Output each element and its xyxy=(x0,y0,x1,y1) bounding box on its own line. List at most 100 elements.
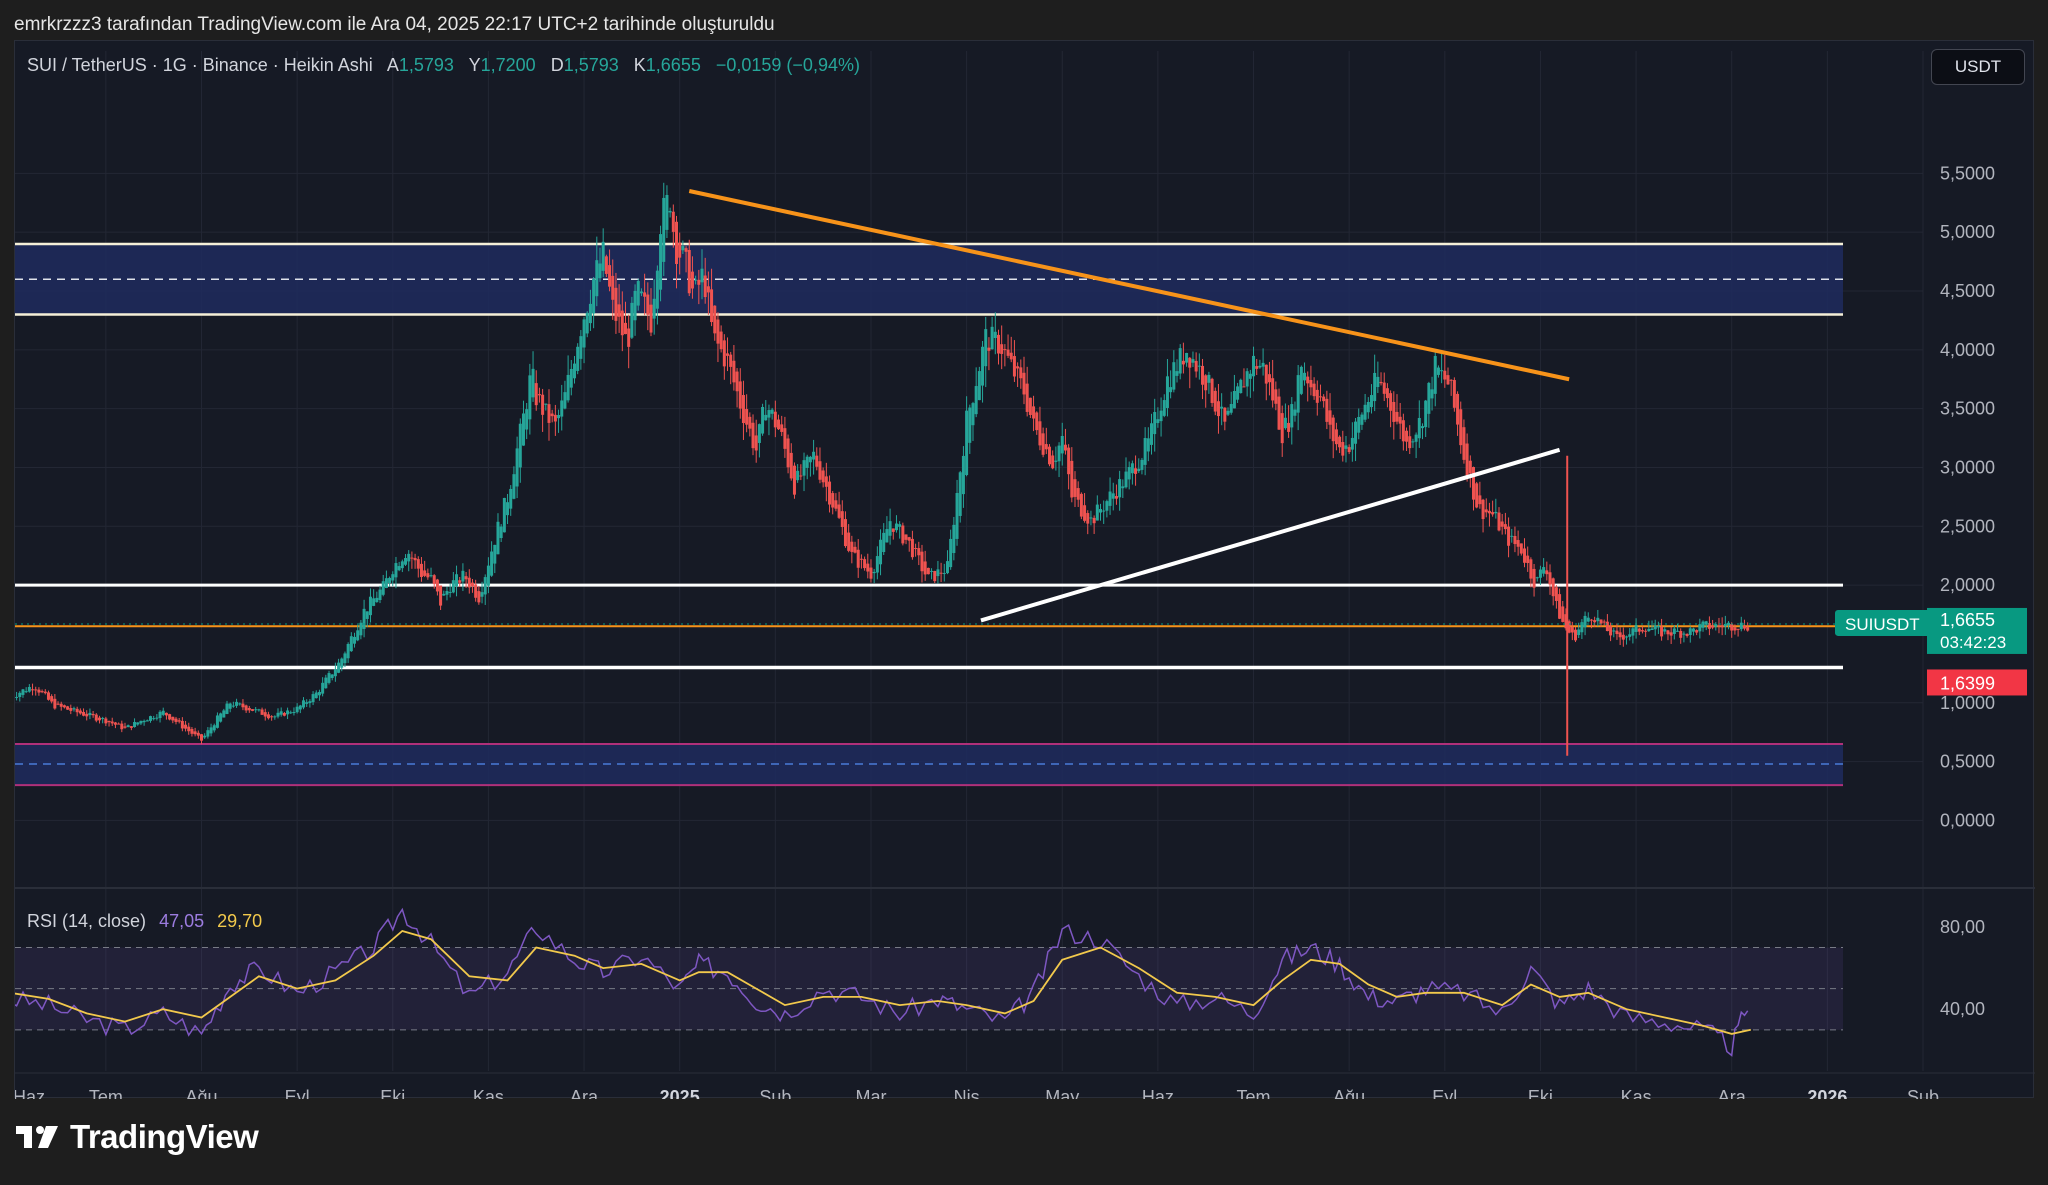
open-value: 1,5793 xyxy=(398,55,454,75)
candle-body xyxy=(1095,504,1099,521)
candle-body xyxy=(381,581,385,595)
candle-body xyxy=(799,475,803,477)
candle-body xyxy=(949,538,953,568)
candle-body xyxy=(1044,444,1048,450)
currency-button[interactable]: USDT xyxy=(1931,49,2025,85)
y-tick-label: 3,5000 xyxy=(1940,399,1995,419)
candle-body xyxy=(1449,379,1453,381)
candle-body xyxy=(1532,568,1536,588)
candle-body xyxy=(1172,362,1176,390)
candle-body xyxy=(1615,630,1619,635)
x-tick-label: Ağu xyxy=(1333,1087,1365,1099)
candle-body xyxy=(617,304,621,317)
candle-body xyxy=(1682,633,1686,635)
candle-body xyxy=(1625,636,1629,638)
candle-body xyxy=(289,712,293,714)
candle-body xyxy=(1558,594,1562,619)
symbol-tag[interactable] xyxy=(1835,609,1931,636)
candle-body xyxy=(384,578,388,588)
candle-body xyxy=(1599,619,1603,624)
candle-body xyxy=(40,691,44,693)
candle-body xyxy=(435,579,439,592)
candle-body xyxy=(537,394,541,396)
candle-body xyxy=(891,528,895,532)
candle-body xyxy=(1405,430,1409,442)
close-value: 1,6655 xyxy=(645,55,701,75)
rsi-value: 47,05 xyxy=(159,911,205,931)
candle-body xyxy=(1267,374,1271,383)
candle-body xyxy=(203,735,207,738)
candle-body xyxy=(684,248,688,252)
rsi-tick-label: 40,00 xyxy=(1940,999,1985,1019)
candle-body xyxy=(981,346,985,386)
candle-body xyxy=(831,493,835,508)
x-tick-label: 2025 xyxy=(660,1087,700,1099)
low-price-tag[interactable] xyxy=(1927,669,2027,696)
candle-body xyxy=(1204,375,1208,391)
candle-body xyxy=(330,674,334,678)
candle-body xyxy=(1159,410,1163,422)
tradingview-logo[interactable]: TradingView xyxy=(16,1118,259,1156)
candle-body xyxy=(1354,421,1358,444)
candle-body xyxy=(623,322,627,335)
y-tick-label: 1,0000 xyxy=(1940,693,1995,713)
last-price-tag[interactable] xyxy=(1927,607,2027,654)
candle-body xyxy=(818,461,822,480)
candle-body xyxy=(840,511,844,527)
candle-body xyxy=(142,720,146,723)
chart-frame[interactable]: 5,5000 5,0000 4,5000 4,0000 3,5000 3,0000 2,50… xyxy=(14,40,2035,1099)
low-value: 1,5793 xyxy=(563,55,619,75)
candle-body xyxy=(1242,386,1246,388)
symbol-title[interactable]: SUI / TetherUS · 1G · Binance · Heikin A… xyxy=(27,55,373,75)
candle-body xyxy=(1656,626,1660,628)
candle-body xyxy=(1669,632,1673,636)
candle-body xyxy=(531,368,535,398)
candle-body xyxy=(1628,634,1632,637)
candle-body xyxy=(1099,509,1103,513)
candle-body xyxy=(486,565,490,586)
candle-body xyxy=(518,423,522,468)
change-value: −0,0159 (−0,94%) xyxy=(715,55,860,75)
ascending-trendline[interactable] xyxy=(980,447,1561,623)
candle-body xyxy=(152,718,156,720)
candle-body xyxy=(407,553,411,562)
candle-body xyxy=(1146,438,1150,452)
candle-body xyxy=(388,577,392,584)
candle-body xyxy=(24,691,28,693)
candle-body xyxy=(955,492,959,539)
candle-body xyxy=(273,716,277,718)
candle-body xyxy=(1025,383,1029,412)
candle-body xyxy=(400,561,404,569)
candle-body xyxy=(796,470,800,481)
candle-body xyxy=(789,452,793,479)
candle-body xyxy=(1022,372,1026,395)
candle-body xyxy=(1236,386,1240,400)
candle-body xyxy=(1535,577,1539,579)
candle-body xyxy=(869,567,873,579)
candle-body xyxy=(66,706,70,710)
candle-body xyxy=(372,598,376,606)
candle-body xyxy=(595,260,599,297)
candle-body xyxy=(1408,436,1412,449)
candle-body xyxy=(353,636,357,644)
candle-body xyxy=(856,549,860,568)
candle-body xyxy=(697,279,701,285)
candle-body xyxy=(1519,543,1523,554)
candle-body xyxy=(85,713,89,717)
candle-body xyxy=(528,375,532,420)
rsi-ma-value: 29,70 xyxy=(217,911,263,931)
candle-body xyxy=(1067,447,1071,475)
candle-body xyxy=(1108,491,1112,506)
candle-body xyxy=(1252,355,1256,377)
chart-canvas[interactable]: 5,5000 5,0000 4,5000 4,0000 3,5000 3,0000 2,50… xyxy=(15,41,2035,1099)
candle-body xyxy=(1462,427,1466,460)
candle-body xyxy=(863,559,867,569)
candle-body xyxy=(1162,400,1166,416)
candle-body xyxy=(1526,555,1530,564)
candle-body xyxy=(136,722,140,725)
descending-trendline[interactable] xyxy=(688,189,1570,382)
candle-body xyxy=(1299,366,1303,394)
rsi-legend[interactable]: RSI (14, close) 47,05 29,70 xyxy=(27,911,262,932)
high-value: 1,7200 xyxy=(480,55,536,75)
candle-body xyxy=(735,371,739,392)
